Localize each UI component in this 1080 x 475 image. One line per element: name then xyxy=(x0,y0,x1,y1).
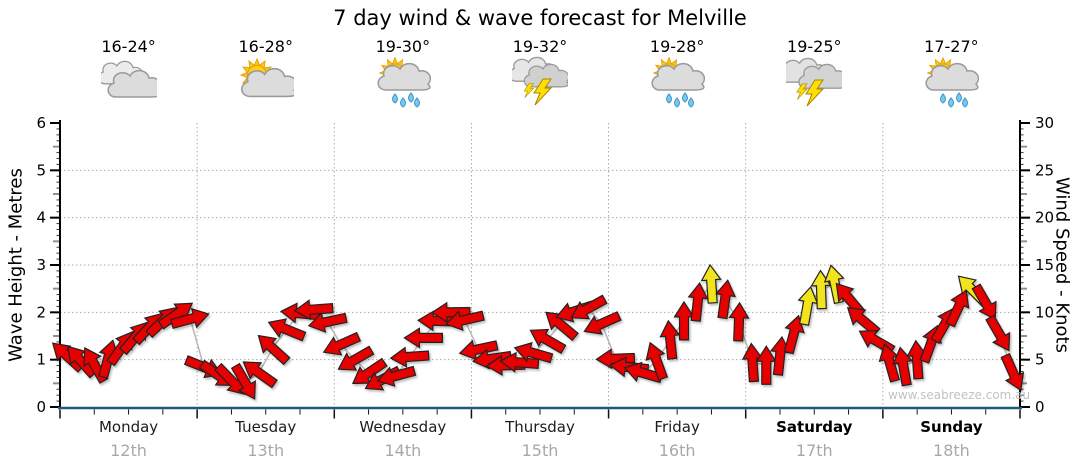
wind-arrow xyxy=(783,314,805,355)
wind-arrow xyxy=(322,331,362,356)
weather-icon-storm xyxy=(508,56,570,112)
page-title: 7 day wind & wave forecast for Melville xyxy=(333,6,747,30)
wind-arrow xyxy=(892,346,914,387)
wind-arrow xyxy=(499,351,540,373)
weather-icon-sun-showers xyxy=(649,56,706,112)
wind-arrow xyxy=(170,307,210,329)
day-date: 14th xyxy=(384,441,422,460)
wind-arrow xyxy=(430,301,471,323)
day-name: Friday xyxy=(654,418,700,436)
svg-text:2: 2 xyxy=(36,303,46,321)
day-name: Wednesday xyxy=(359,418,447,436)
wind-arrow xyxy=(755,345,777,385)
day-name: Sunday xyxy=(920,418,983,436)
wind-arrow xyxy=(257,334,291,366)
svg-text:0: 0 xyxy=(36,398,46,416)
day-date: 18th xyxy=(933,441,970,460)
day-date: 15th xyxy=(521,441,559,460)
wind-arrow xyxy=(444,310,485,331)
wind-arrow xyxy=(971,283,997,321)
wind-arrow xyxy=(595,348,636,370)
svg-text:3: 3 xyxy=(36,256,46,274)
svg-text:0: 0 xyxy=(1035,398,1045,416)
svg-text:20: 20 xyxy=(1035,209,1054,227)
wind-arrow xyxy=(728,301,750,342)
temperature-range: 19-25° xyxy=(787,37,842,56)
wind-arrow xyxy=(715,279,737,320)
wind-arrow xyxy=(741,342,763,383)
svg-text:10: 10 xyxy=(1035,303,1054,321)
weather-icon-cloudy xyxy=(97,56,161,112)
day-name: Thursday xyxy=(505,418,575,436)
svg-text:25: 25 xyxy=(1035,161,1054,179)
day-name: Saturday xyxy=(776,418,853,436)
x-axis-ticks xyxy=(59,409,1021,419)
axis-lines xyxy=(58,120,1022,410)
svg-text:4: 4 xyxy=(36,209,46,227)
day-date: 17th xyxy=(795,441,833,460)
weather-icon-sun-showers xyxy=(923,56,980,112)
weather-icon-storm-2 xyxy=(779,56,847,112)
wind-arrow xyxy=(645,341,669,381)
temperature-range: 19-28° xyxy=(649,37,705,56)
temperature-range: 17-27° xyxy=(924,37,979,56)
wind-arrow xyxy=(945,289,970,328)
weather-icon-partly-sunny xyxy=(238,56,298,112)
wind-arrow xyxy=(985,314,1011,352)
wind-arrow xyxy=(403,327,443,349)
wind-arrow xyxy=(389,346,430,368)
wind-arrow xyxy=(583,311,622,335)
svg-text:15: 15 xyxy=(1035,256,1054,274)
temperature-range: 16-28° xyxy=(238,37,293,56)
svg-text:30: 30 xyxy=(1035,114,1054,132)
svg-text:5: 5 xyxy=(36,161,46,179)
svg-text:6: 6 xyxy=(36,114,46,132)
day-date: 12th xyxy=(110,441,147,460)
temperature-range: 19-30° xyxy=(375,37,431,56)
temperature-range: 16-24° xyxy=(101,37,156,56)
watermark: www.seabreeze.com.au xyxy=(888,388,1031,402)
day-name: Tuesday xyxy=(235,418,297,436)
wind-arrow xyxy=(687,281,709,322)
wind-arrows-layer xyxy=(51,263,1025,400)
svg-text:5: 5 xyxy=(1035,351,1045,369)
day-name: Monday xyxy=(98,418,159,436)
wind-arrow xyxy=(293,299,334,321)
day-date: 16th xyxy=(658,441,696,460)
weather-icon-sun-showers xyxy=(375,56,431,112)
wind-arrow xyxy=(529,328,567,355)
wind-arrow xyxy=(242,361,278,389)
wind-arrow xyxy=(1000,352,1025,392)
axis-tick-labels: 0 1 2 3 4 5 6 0 5 10 15 20 25 30 xyxy=(36,114,1054,416)
wind-arrow xyxy=(659,319,681,360)
day-date: 13th xyxy=(247,441,285,460)
svg-text:1: 1 xyxy=(36,351,46,369)
temperature-range: 19-32° xyxy=(512,37,568,56)
wind-arrow xyxy=(513,341,554,364)
wind-arrow xyxy=(570,294,608,320)
wind-arrow xyxy=(230,362,256,400)
wind-arrow xyxy=(376,365,417,387)
wind-arrow xyxy=(307,312,348,333)
wind-arrow xyxy=(267,318,307,342)
wind-arrow xyxy=(337,345,375,371)
